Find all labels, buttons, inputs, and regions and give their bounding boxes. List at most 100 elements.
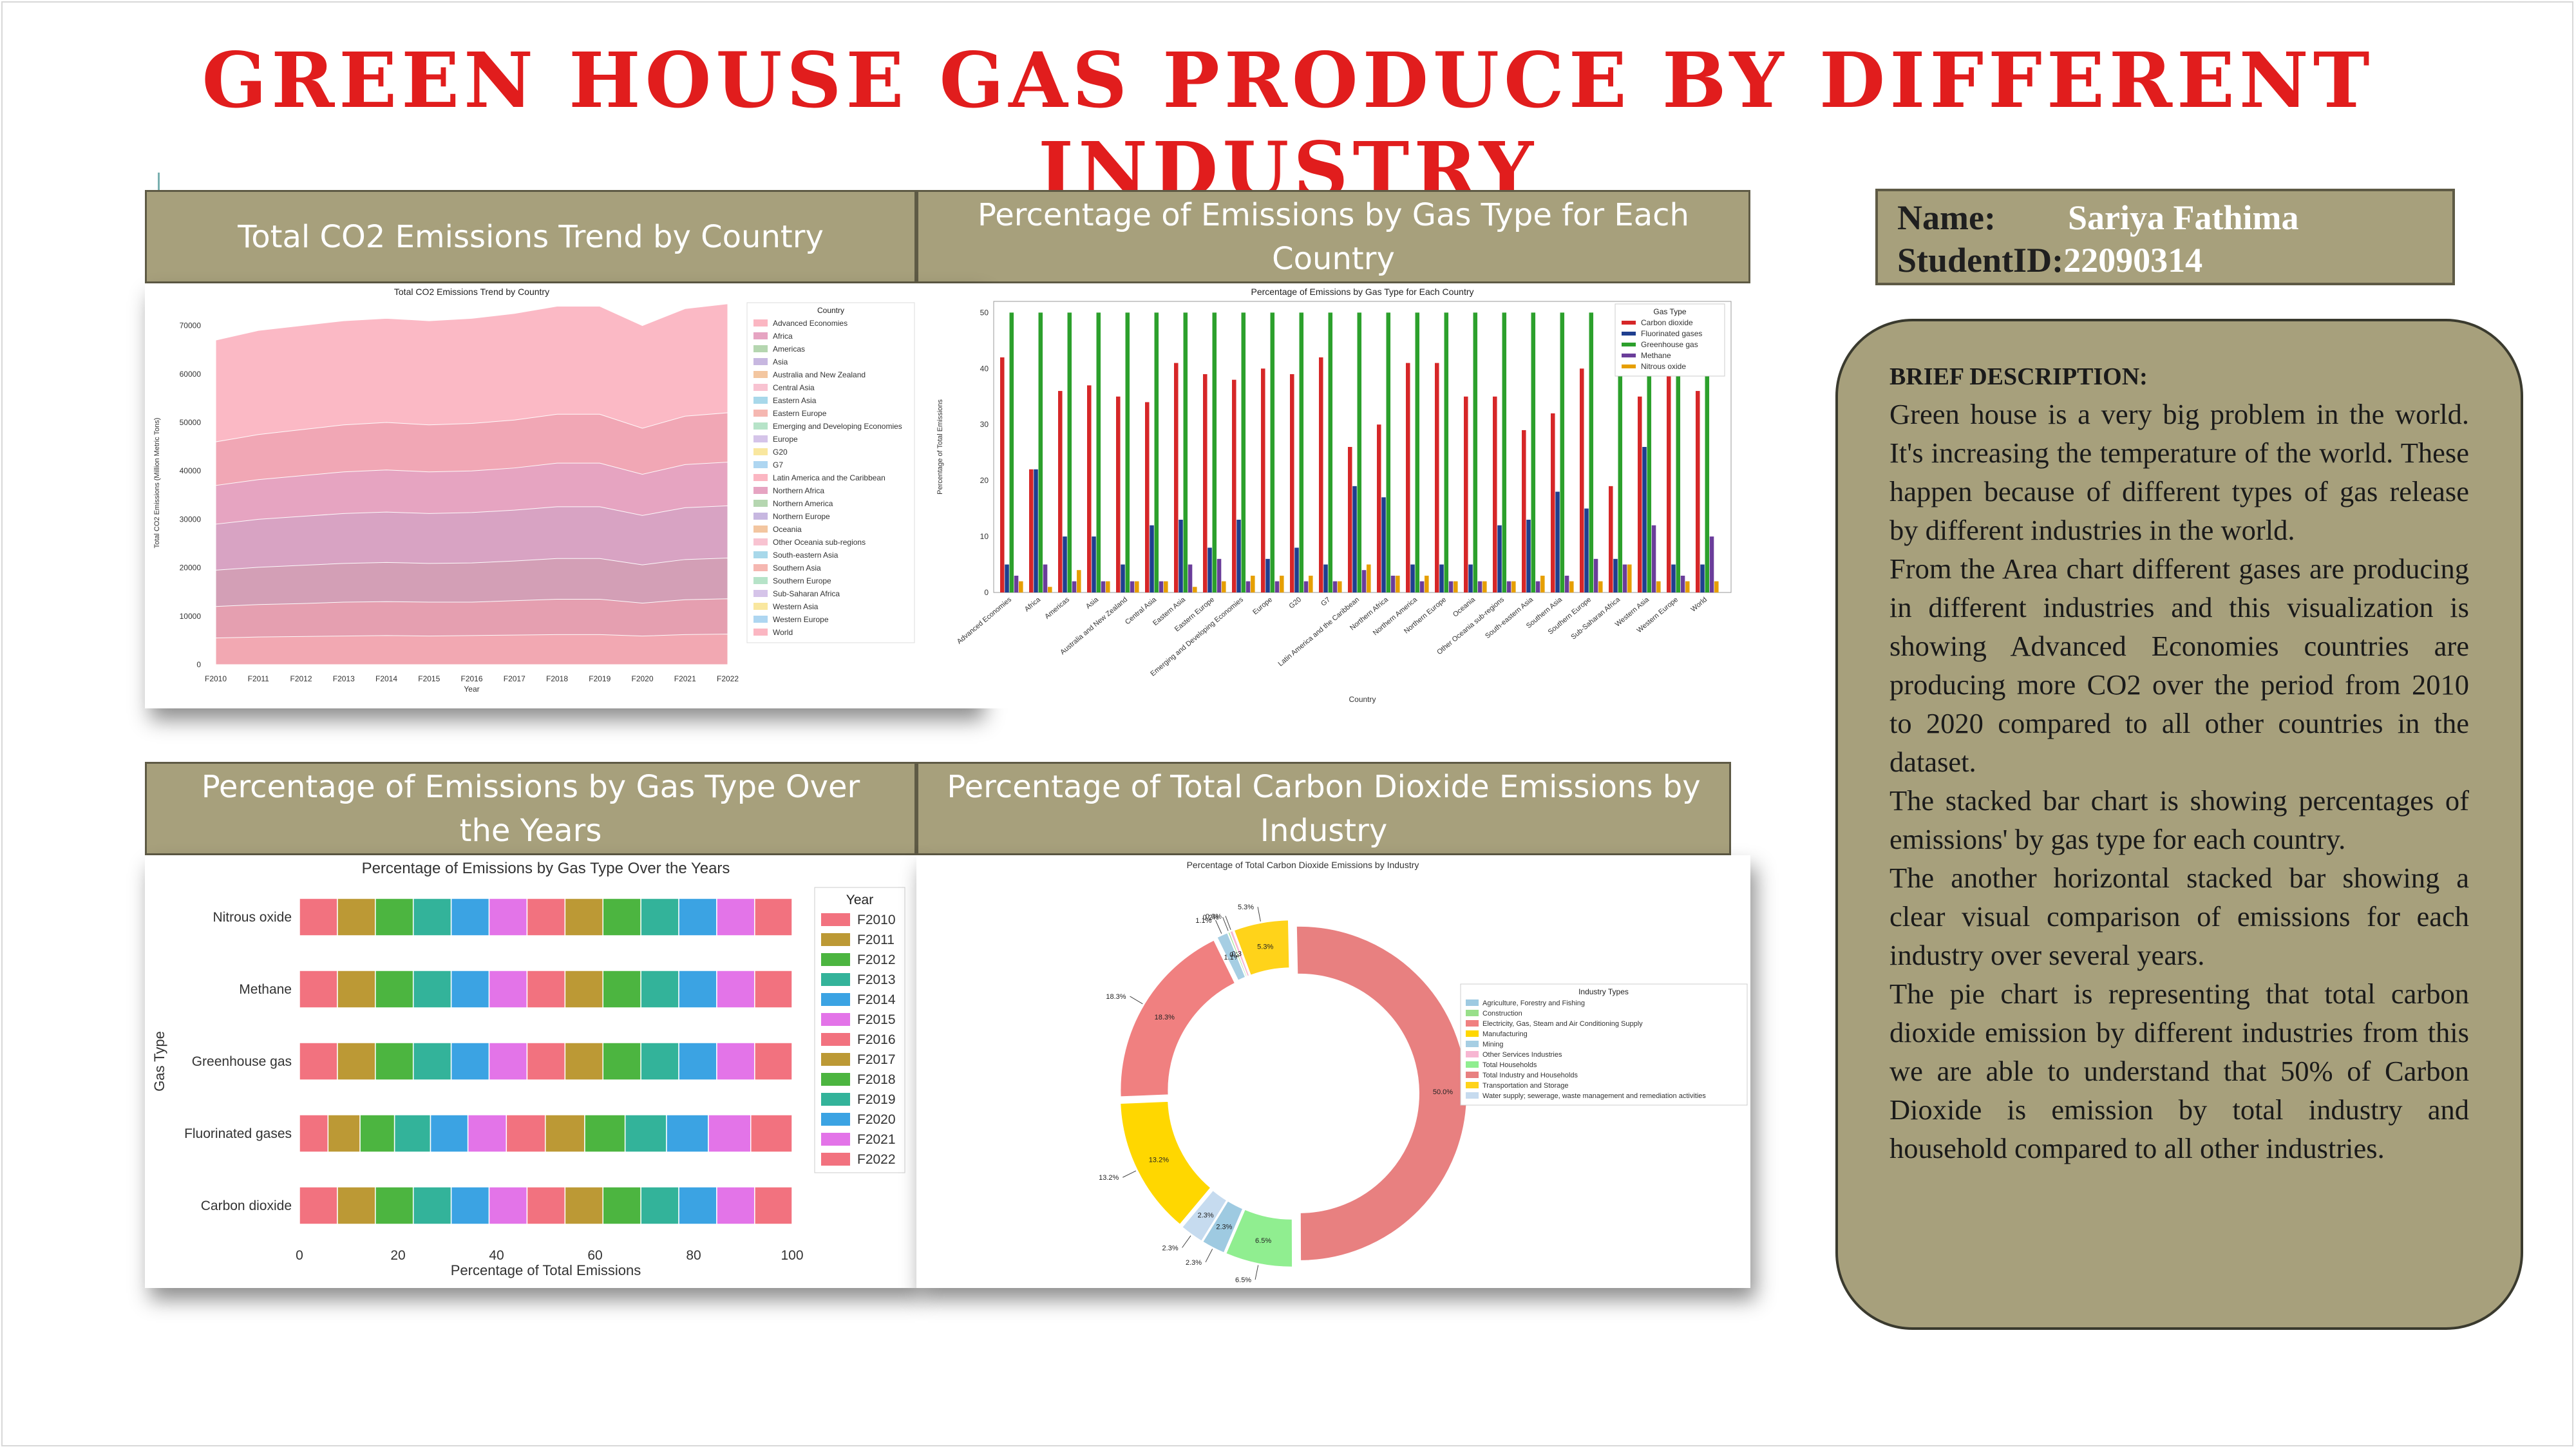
x-tick-label: F2010 bbox=[205, 674, 227, 683]
legend-label: Eastern Asia bbox=[773, 396, 817, 405]
stacked-segment bbox=[564, 1186, 603, 1225]
bar bbox=[1203, 374, 1208, 592]
legend-swatch bbox=[1466, 1051, 1479, 1057]
outer-label: 18.3% bbox=[1106, 993, 1126, 1001]
legend-label: Advanced Economies bbox=[773, 319, 848, 328]
bar bbox=[1087, 385, 1092, 592]
legend-title: Industry Types bbox=[1578, 987, 1629, 996]
donut-slice bbox=[1201, 1200, 1244, 1255]
bar bbox=[1464, 396, 1468, 592]
legend-swatch bbox=[753, 410, 768, 417]
stacked-segment bbox=[584, 1114, 626, 1153]
legend-label: Agriculture, Forestry and Fishing bbox=[1482, 999, 1585, 1007]
bar bbox=[1208, 547, 1212, 592]
bar bbox=[1593, 558, 1598, 592]
stacked-segment bbox=[564, 898, 603, 936]
legend-label: Construction bbox=[1482, 1010, 1522, 1018]
bar bbox=[1193, 587, 1197, 592]
legend-swatch bbox=[753, 526, 768, 533]
legend-swatch bbox=[753, 345, 768, 352]
stacked-segment bbox=[602, 1042, 641, 1081]
x-tick-label: F2019 bbox=[589, 674, 611, 683]
legend-title: Year bbox=[846, 893, 873, 907]
stacked-segment bbox=[412, 1186, 452, 1225]
x-axis-label: Year bbox=[464, 685, 479, 694]
y-tick-label: 0 bbox=[196, 660, 201, 669]
legend-swatch bbox=[1622, 354, 1636, 357]
bar bbox=[1390, 575, 1396, 592]
y-tick-label: Greenhouse gas bbox=[192, 1054, 292, 1069]
bar bbox=[1121, 564, 1125, 592]
legend-swatch bbox=[1622, 343, 1636, 346]
bar bbox=[1419, 581, 1425, 592]
bar bbox=[1357, 312, 1362, 592]
slice-label: 1.1% bbox=[1224, 954, 1240, 961]
legend-swatch bbox=[753, 629, 768, 636]
legend-swatch bbox=[821, 1113, 850, 1126]
stacked-segment bbox=[602, 898, 641, 936]
bar bbox=[1454, 581, 1458, 592]
legend-swatch bbox=[821, 1073, 850, 1086]
leader-line bbox=[1182, 1235, 1191, 1248]
legend-label: World bbox=[773, 628, 793, 637]
stacked-segment bbox=[488, 970, 528, 1009]
legend-label: F2020 bbox=[857, 1112, 896, 1127]
x-tick-label: F2018 bbox=[546, 674, 568, 683]
legend-swatch bbox=[753, 397, 768, 404]
description-paragraph: From the Area chart different gases are … bbox=[1889, 553, 2469, 778]
donut-slice bbox=[1180, 1189, 1228, 1242]
bar bbox=[1261, 368, 1265, 592]
bar bbox=[1671, 564, 1676, 592]
bar bbox=[1415, 312, 1420, 592]
bar bbox=[1667, 363, 1671, 592]
chart-title: Percentage of Emissions by Gas Type for … bbox=[1251, 287, 1473, 297]
bar bbox=[1609, 486, 1613, 592]
legend-swatch bbox=[821, 1053, 850, 1066]
legend-swatch bbox=[753, 590, 768, 597]
legend-swatch bbox=[753, 319, 768, 327]
bar bbox=[1038, 312, 1043, 592]
legend-swatch bbox=[1622, 365, 1636, 368]
bar bbox=[1058, 391, 1063, 592]
bar bbox=[1150, 525, 1154, 592]
legend-swatch bbox=[821, 913, 850, 926]
bar bbox=[1245, 581, 1251, 592]
bar bbox=[1555, 491, 1560, 592]
legend-swatch bbox=[1466, 999, 1479, 1006]
bar bbox=[1135, 581, 1139, 592]
legend-swatch bbox=[753, 474, 768, 481]
description-paragraph: The another horizontal stacked bar showi… bbox=[1889, 862, 2469, 971]
bar bbox=[1642, 447, 1647, 592]
header-gas-by-country: Percentage of Emissions by Gas Type for … bbox=[916, 190, 1750, 283]
bar bbox=[1425, 575, 1429, 592]
bar bbox=[1338, 581, 1342, 592]
bar bbox=[1348, 447, 1352, 592]
legend-swatch bbox=[753, 422, 768, 430]
legend-label: Oceania bbox=[773, 525, 802, 534]
donut-chart: Percentage of Total Carbon Dioxide Emiss… bbox=[1099, 860, 1748, 1284]
stacked-segment bbox=[450, 970, 490, 1009]
y-tick-label: Fluorinated gases bbox=[184, 1126, 292, 1141]
bar bbox=[1290, 374, 1294, 592]
legend-label: F2017 bbox=[857, 1052, 896, 1067]
bar bbox=[1506, 581, 1511, 592]
divider bbox=[158, 173, 160, 191]
bar bbox=[1497, 525, 1502, 592]
legend-swatch bbox=[753, 358, 768, 365]
x-tick-label: Americas bbox=[1043, 596, 1071, 621]
x-tick-label: F2020 bbox=[631, 674, 653, 683]
bar bbox=[1502, 312, 1507, 592]
stacked-segment bbox=[666, 1114, 709, 1153]
panel-donut-chart: Percentage of Total Carbon Dioxide Emiss… bbox=[916, 855, 1750, 1288]
stacked-bar-chart: Percentage of Emissions by Gas Type Over… bbox=[151, 860, 905, 1278]
legend-label: Other Services Industries bbox=[1482, 1051, 1562, 1059]
slice-label: 2.3% bbox=[1198, 1212, 1214, 1220]
bar bbox=[1540, 575, 1545, 592]
panel-grouped-bar-chart: Percentage of Emissions by Gas Type for … bbox=[916, 283, 1750, 708]
x-tick-label: F2015 bbox=[418, 674, 440, 683]
stacked-segment bbox=[450, 1186, 490, 1225]
bar bbox=[1159, 581, 1164, 592]
donut-slice bbox=[1119, 939, 1236, 1098]
stacked-segment bbox=[640, 970, 679, 1009]
legend-label: Southern Asia bbox=[773, 564, 821, 573]
